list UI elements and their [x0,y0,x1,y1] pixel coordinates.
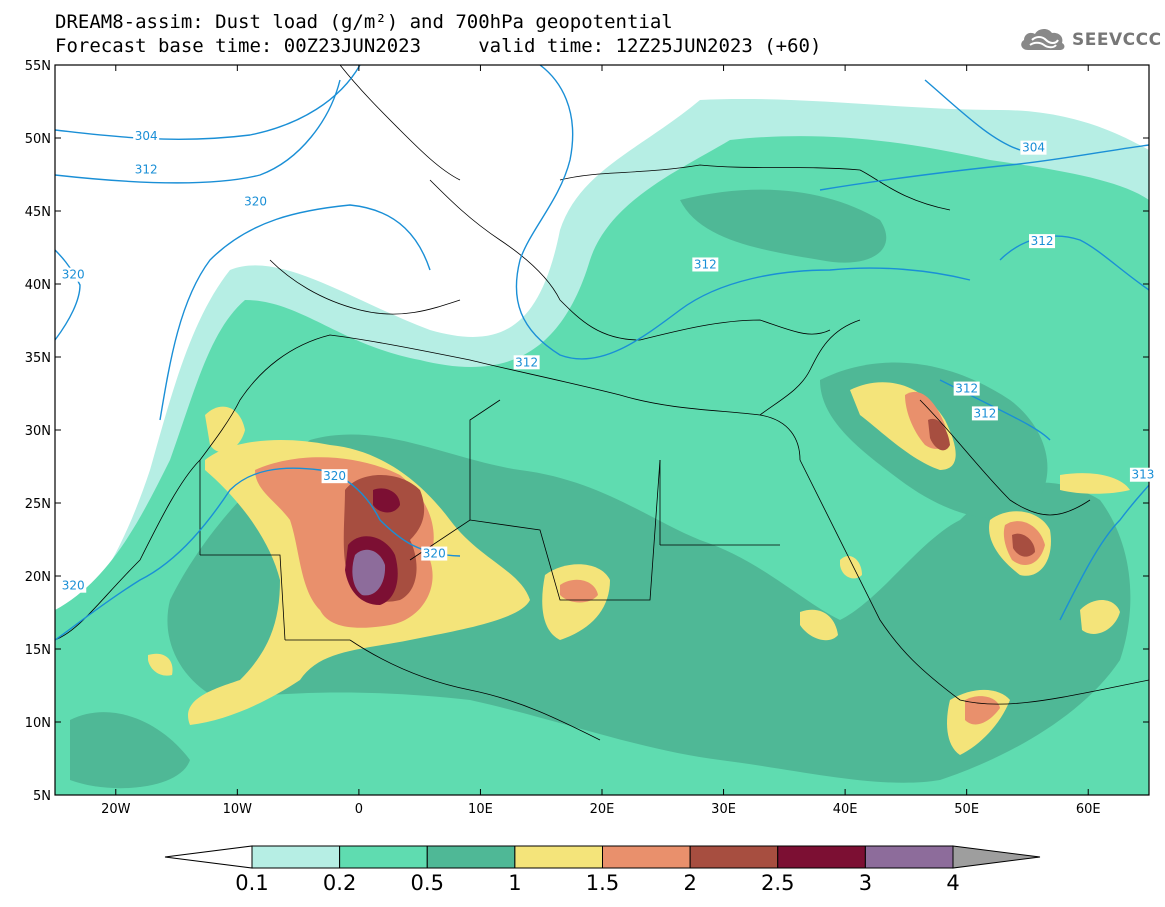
map-title: DREAM8-assim: Dust load (g/m²) and 700hP… [55,11,673,33]
colorbar-low-triangle [164,845,253,869]
colorbar-swatch [602,845,691,869]
lon-tick-label: 10W [223,802,253,817]
dust-field-3 [352,549,386,596]
lat-tick-label: 20N [25,570,51,585]
contour-label: 304 [1022,141,1045,155]
axis-ticks: 55N 50N 45N 40N 35N 30N 25N 20N 15N 10N 5N 20W 10W 0 1… [25,59,1149,817]
colorbar-swatch [864,845,954,869]
contour-label: 312 [515,355,538,369]
colorbar-swatch [426,845,516,869]
contour-label-bg [133,129,160,143]
contour-label-bg [953,381,980,396]
colorbar-label: 1.5 [586,871,619,895]
contour-label: 313 [1131,468,1154,482]
lat-tick-label: 15N [25,643,51,658]
colorbar-swatch [339,845,428,869]
lon-tick-label: 10E [468,802,493,817]
colorbar-high-triangle [952,845,1041,869]
lon-tick-label: 40E [833,802,858,817]
contour-label-bg [1020,140,1047,155]
lat-tick-label: 50N [25,132,51,147]
contour-label-bg [1129,467,1156,482]
contour-label-bg [1029,234,1056,249]
lon-tick-label: 20W [101,802,131,817]
contour-label: 312 [973,406,996,420]
colorbar-label: 2 [683,871,696,895]
lon-tick-label: 30E [711,802,736,817]
colorbar-label: 2.5 [761,871,794,895]
coastlines [55,65,1149,795]
lat-tick-label: 55N [25,59,51,74]
lat-tick-label: 5N [33,789,51,804]
colorbar-label: 4 [946,871,959,895]
colorbar-swatch [251,845,341,869]
contour-label: 320 [62,579,85,593]
lat-tick-label: 25N [25,497,51,512]
colorbar-swatch [777,845,866,869]
contour-label-bg [971,406,998,421]
geopotential-contours [55,65,1149,641]
lat-tick-label: 30N [25,424,51,439]
colorbar-label: 3 [859,871,872,895]
lon-tick-label: 50E [954,802,979,817]
lat-tick-label: 45N [25,205,51,220]
lat-tick-label: 35N [25,351,51,366]
contour-label: 320 [62,268,85,282]
contour-label: 304 [135,129,158,143]
lon-tick-label: 20E [590,802,615,817]
contour-label-bg [60,267,87,282]
lon-tick-label: 60E [1076,802,1101,817]
lat-tick-label: 40N [25,278,51,293]
contour-label: 320 [423,547,446,561]
contour-label-bg [513,355,540,370]
contour-label-bg [692,257,719,272]
colorbar-label: 0.1 [235,871,268,895]
forecast-time-line: Forecast base time: 00Z23JUN2023 valid t… [55,35,822,57]
seevccc-logo: SEEVCCC [1018,26,1162,54]
colorbar-swatch [514,845,603,869]
contour-label-bg [133,162,160,177]
colorbar-swatch [689,845,779,869]
contour-label: 320 [323,469,346,483]
contour-label: 312 [135,163,158,177]
contour-label: 312 [1031,234,1054,248]
lat-tick-label: 10N [25,716,51,731]
contour-labels: 304 312 320 320 312 312 304 312 312 312 320 320 320 3… [60,129,1156,593]
lon-tick-label: 0 [355,802,363,817]
colorbar-label: 0.2 [323,871,356,895]
contour-label: 320 [244,195,267,209]
colorbar-label: 0.5 [411,871,444,895]
contour-label-bg [321,469,348,484]
cloud-icon [1021,28,1065,50]
logo-text: SEEVCCC [1072,30,1162,50]
colorbar-label: 1 [508,871,521,895]
colorbar: 0.1 0.2 0.5 1 1.5 2 2.5 3 4 [164,845,1041,895]
contour-label: 312 [955,382,978,396]
contour-label: 312 [694,257,717,271]
contour-label-bg [421,546,448,561]
contour-label-bg [60,578,87,593]
contour-label-bg [242,194,269,209]
